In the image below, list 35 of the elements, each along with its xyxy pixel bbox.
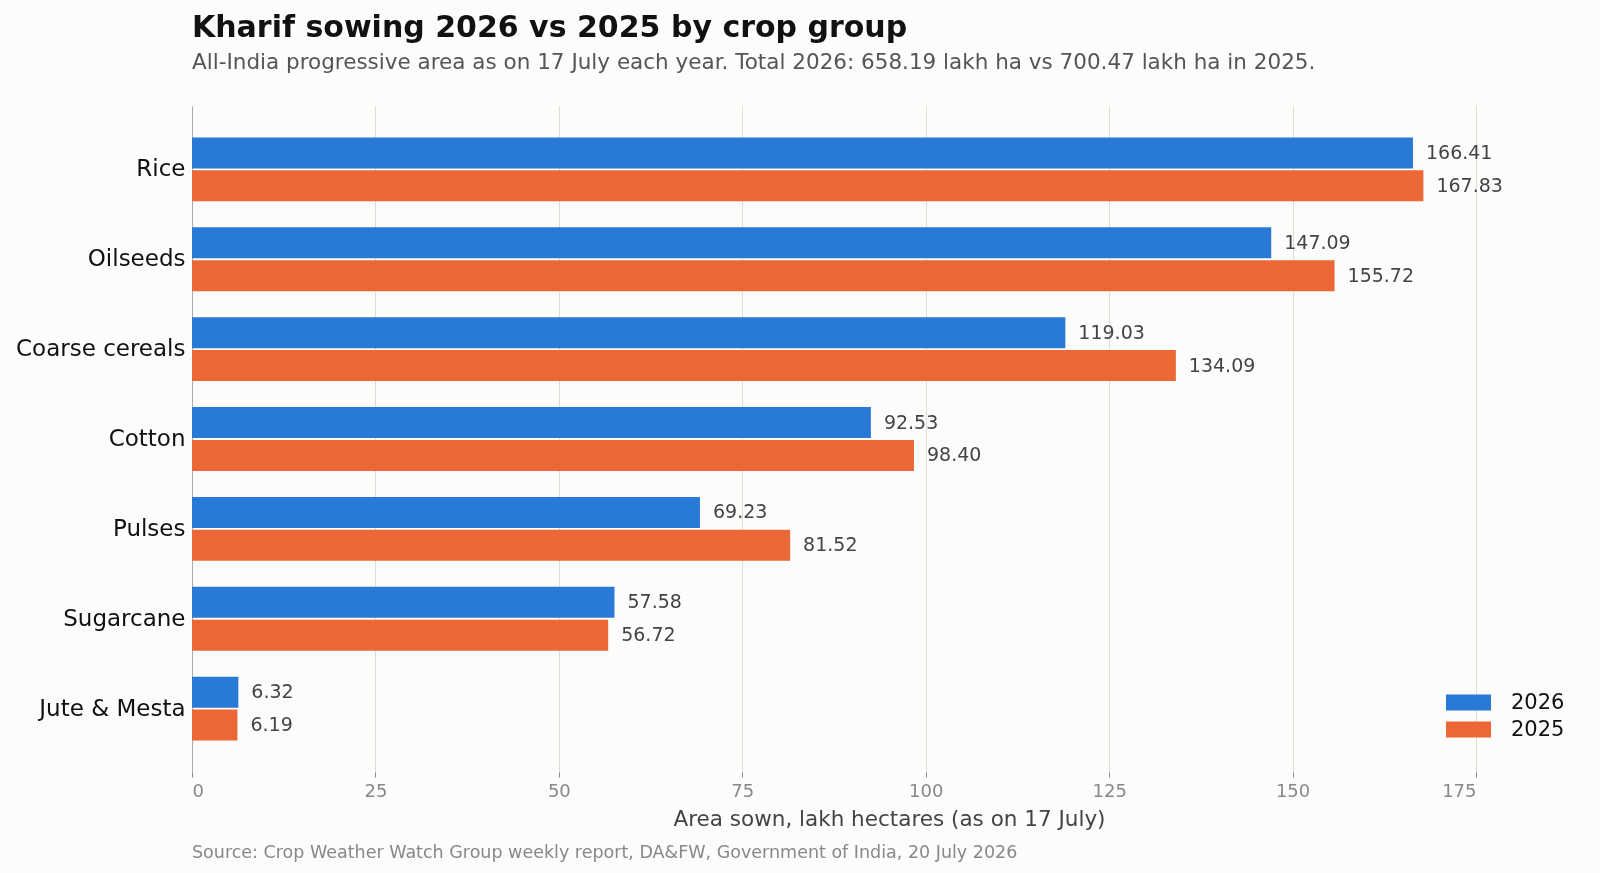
y-tick-label: Sugarcane [63,604,186,631]
data-label: 98.40 [926,443,982,466]
data-label: 166.41 [1425,140,1493,163]
y-tick-label: Jute & Mesta [37,694,186,721]
x-tick-label: 50 [547,779,571,801]
x-tick-label: 25 [364,779,388,801]
data-label: 81.52 [803,533,858,556]
data-label: 147.09 [1284,230,1351,253]
data-label: 57.58 [627,590,682,613]
x-tick-label: 125 [1092,779,1127,801]
data-label: 6.32 [251,680,294,703]
chart-subtitle: All-India progressive area as on 17 July each year. Total 2026: 658.19 lakh ha vs 700.47 lakh ha in 2025. [192,48,1316,74]
x-tick-label: 150 [1275,779,1311,801]
data-label: 155.72 [1347,263,1415,286]
chart-title: Kharif sowing 2026 vs 2025 by crop group [192,8,908,44]
data-label: 6.19 [250,713,293,736]
x-tick-label: 0 [192,779,204,801]
legend-label: 2026 [1511,689,1565,714]
data-label: 69.23 [712,500,768,523]
data-label: 167.83 [1436,173,1503,196]
data-label: 134.09 [1188,353,1256,376]
y-tick-label: Coarse cereals [16,335,186,362]
data-label: 92.53 [883,410,939,433]
x-tick-label: 175 [1442,779,1477,801]
y-tick-label: Cotton [108,425,186,451]
y-tick-label: Oilseeds [87,245,186,272]
x-tick-label: 75 [731,779,755,801]
legend-label: 2025 [1511,716,1565,741]
data-label: 56.72 [621,623,676,646]
data-label: 119.03 [1078,320,1145,343]
x-axis-title: Area sown, lakh hectares (as on 17 July) [673,805,1106,831]
source-note: Source: Crop Weather Watch Group weekly report, DA&FW, Government of India, 20 July 2026 [192,842,1018,862]
x-tick-label: 100 [909,779,944,801]
y-tick-label: Rice [136,155,186,182]
y-tick-label: Pulses [112,514,186,541]
